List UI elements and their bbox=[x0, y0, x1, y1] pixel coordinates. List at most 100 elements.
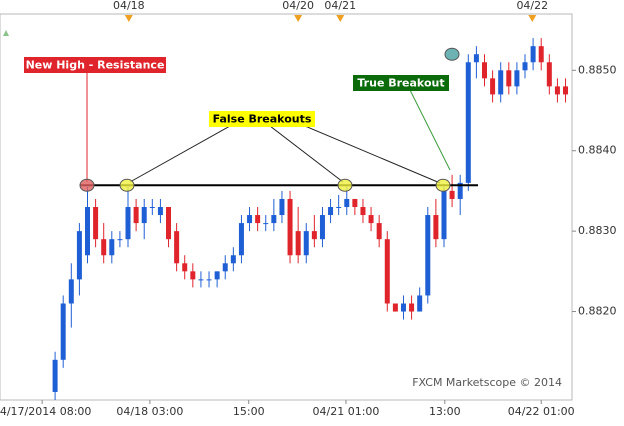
candle-body bbox=[68, 279, 74, 304]
candle-body bbox=[409, 303, 415, 312]
x-tick-label: 15:00 bbox=[233, 405, 265, 418]
candle-body bbox=[287, 198, 293, 256]
candle-body bbox=[530, 46, 536, 63]
highlight-circle bbox=[444, 47, 460, 61]
candle-body bbox=[182, 263, 188, 272]
candle-body bbox=[417, 295, 423, 312]
marker-icon bbox=[3, 30, 9, 36]
x-tick-label: 04/21 01:00 bbox=[313, 405, 380, 418]
candle-body bbox=[473, 54, 479, 63]
candle-body bbox=[392, 303, 398, 312]
candle-body bbox=[465, 62, 471, 183]
candle-body bbox=[498, 70, 504, 95]
candle-body bbox=[149, 207, 155, 208]
candle-body bbox=[230, 255, 236, 264]
label-box bbox=[209, 111, 315, 127]
candle-body bbox=[514, 70, 520, 87]
highlight-circle bbox=[337, 178, 353, 192]
highlight-circle bbox=[119, 178, 135, 192]
candle-body bbox=[368, 215, 374, 224]
candle-body bbox=[93, 207, 99, 240]
x-tick-label: 04/22 01:00 bbox=[508, 405, 575, 418]
top-tick-marker bbox=[336, 15, 345, 22]
candle-body bbox=[522, 62, 528, 71]
y-tick-label: 0.8840 bbox=[578, 144, 617, 157]
x-tick-label: 04/18 03:00 bbox=[116, 405, 183, 418]
candle-body bbox=[295, 231, 301, 256]
candle-body bbox=[109, 239, 115, 256]
top-tick-marker bbox=[124, 15, 133, 22]
candle-body bbox=[206, 279, 212, 281]
candle-body bbox=[303, 231, 309, 256]
candle-body bbox=[76, 231, 82, 280]
candle-body bbox=[328, 207, 334, 216]
candle-body bbox=[271, 215, 277, 224]
annotation: False Breakouts bbox=[213, 113, 312, 126]
x-tick-label: 13:00 bbox=[429, 405, 461, 418]
y-tick-label: 0.8850 bbox=[578, 63, 617, 76]
candle-body bbox=[319, 215, 325, 240]
candle-body bbox=[352, 198, 358, 207]
annotations: New High - Resistance False Breakouts Tr… bbox=[24, 47, 562, 389]
label-box bbox=[353, 75, 449, 91]
connector bbox=[409, 89, 451, 171]
y-tick-label: 0.8830 bbox=[578, 224, 617, 237]
candle-body bbox=[157, 207, 163, 216]
candle-body bbox=[166, 207, 172, 240]
candle-body bbox=[376, 223, 382, 240]
candle-body bbox=[360, 207, 366, 216]
candle-body bbox=[506, 70, 512, 87]
x-tick-label: 04/17/2014 08:00 bbox=[0, 405, 91, 418]
top-tick-label: 04/21 bbox=[324, 0, 356, 12]
watermark: FXCM Marketscope © 2014 bbox=[412, 376, 562, 389]
candle-body bbox=[279, 198, 285, 216]
candle-body bbox=[141, 207, 147, 224]
highlight-circle bbox=[435, 178, 451, 192]
candle-body bbox=[546, 62, 552, 87]
candle-body bbox=[214, 271, 220, 280]
connector bbox=[304, 125, 441, 184]
top-tick-marker bbox=[294, 15, 303, 22]
annotation: True Breakout bbox=[357, 77, 444, 90]
candle-body bbox=[400, 303, 406, 312]
candle-body bbox=[336, 207, 342, 208]
candle-body bbox=[311, 231, 317, 240]
candle-body bbox=[449, 190, 455, 199]
candle-body bbox=[554, 86, 560, 95]
top-tick-marker bbox=[528, 15, 537, 22]
candle-body bbox=[425, 215, 431, 296]
y-tick-label: 0.8820 bbox=[578, 305, 617, 318]
candle-body bbox=[433, 215, 439, 240]
candle-body bbox=[125, 207, 131, 240]
candle-body bbox=[344, 198, 350, 207]
connector bbox=[269, 125, 344, 183]
candle-body bbox=[563, 86, 569, 95]
candle-body bbox=[384, 239, 390, 304]
candle-body bbox=[133, 207, 139, 224]
candle-body bbox=[85, 207, 91, 256]
candle-body bbox=[247, 215, 253, 224]
candle-body bbox=[174, 231, 180, 264]
candle-body bbox=[255, 215, 261, 224]
candle-body bbox=[60, 303, 66, 360]
label-box bbox=[24, 57, 166, 73]
top-tick-label: 04/20 bbox=[282, 0, 314, 12]
highlight-circle bbox=[79, 178, 95, 192]
candle-body bbox=[198, 279, 204, 281]
candle-body bbox=[222, 263, 228, 272]
candle-body bbox=[190, 271, 196, 280]
candle-body bbox=[457, 182, 463, 199]
candle-body bbox=[441, 190, 447, 240]
candle-body bbox=[52, 359, 58, 392]
top-tick-label: 04/18 bbox=[113, 0, 145, 12]
candle-body bbox=[117, 239, 123, 241]
candle-body bbox=[538, 46, 544, 63]
connector bbox=[129, 125, 231, 183]
candle-body bbox=[101, 239, 107, 256]
candle-body bbox=[490, 78, 496, 95]
annotation: New High - Resistance bbox=[26, 59, 165, 72]
top-tick-label: 04/22 bbox=[516, 0, 548, 12]
candle-body bbox=[263, 223, 269, 225]
candle-body bbox=[238, 223, 244, 256]
